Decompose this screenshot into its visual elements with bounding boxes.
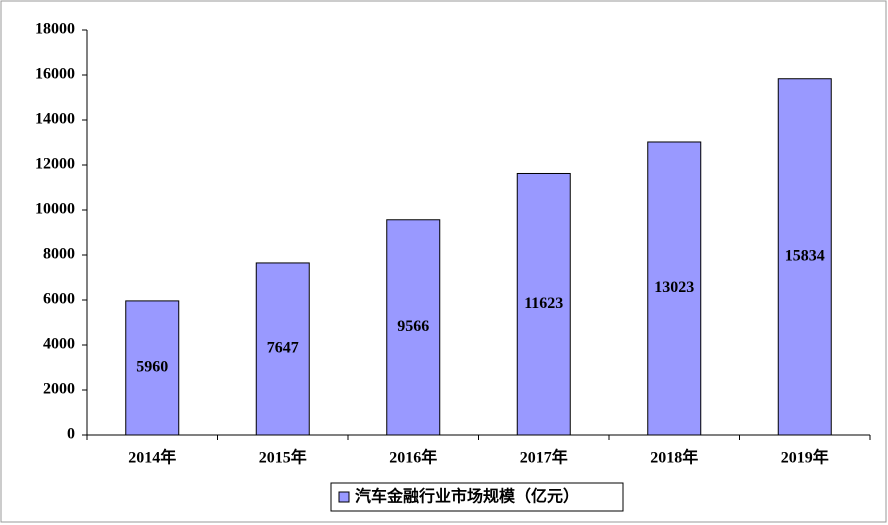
y-tick-label: 8000 <box>43 246 75 263</box>
y-tick-label: 12000 <box>35 156 75 173</box>
x-tick-label: 2015年 <box>259 448 307 467</box>
x-tick-label: 2016年 <box>389 448 437 467</box>
bar <box>777 78 832 436</box>
bar <box>386 219 441 436</box>
x-tick-label: 2017年 <box>520 448 568 467</box>
y-tick-label: 0 <box>67 426 75 443</box>
x-tick-label: 2014年 <box>128 448 176 467</box>
y-tick-label: 6000 <box>43 291 75 308</box>
value-label: 5960 <box>136 359 168 376</box>
value-label: 11623 <box>524 295 563 312</box>
bar <box>125 300 180 436</box>
x-tick-label: 2018年 <box>650 448 698 467</box>
legend-box <box>330 482 624 512</box>
legend-label: 汽车金融行业市场规模（亿元） <box>355 487 579 506</box>
value-label: 13023 <box>654 279 694 296</box>
y-tick-label: 18000 <box>35 21 75 38</box>
bar <box>647 141 702 436</box>
y-tick-label: 4000 <box>43 336 75 353</box>
y-tick-label: 16000 <box>35 66 75 83</box>
y-tick-label: 14000 <box>35 111 75 128</box>
bar <box>255 262 310 436</box>
x-tick-label: 2019年 <box>781 448 829 467</box>
y-tick-label: 10000 <box>35 201 75 218</box>
y-tick-label: 2000 <box>43 381 75 398</box>
legend-swatch <box>338 491 350 503</box>
value-label: 7647 <box>267 340 299 357</box>
value-label: 9566 <box>397 318 429 335</box>
bar <box>516 172 571 436</box>
value-label: 15834 <box>785 248 825 265</box>
